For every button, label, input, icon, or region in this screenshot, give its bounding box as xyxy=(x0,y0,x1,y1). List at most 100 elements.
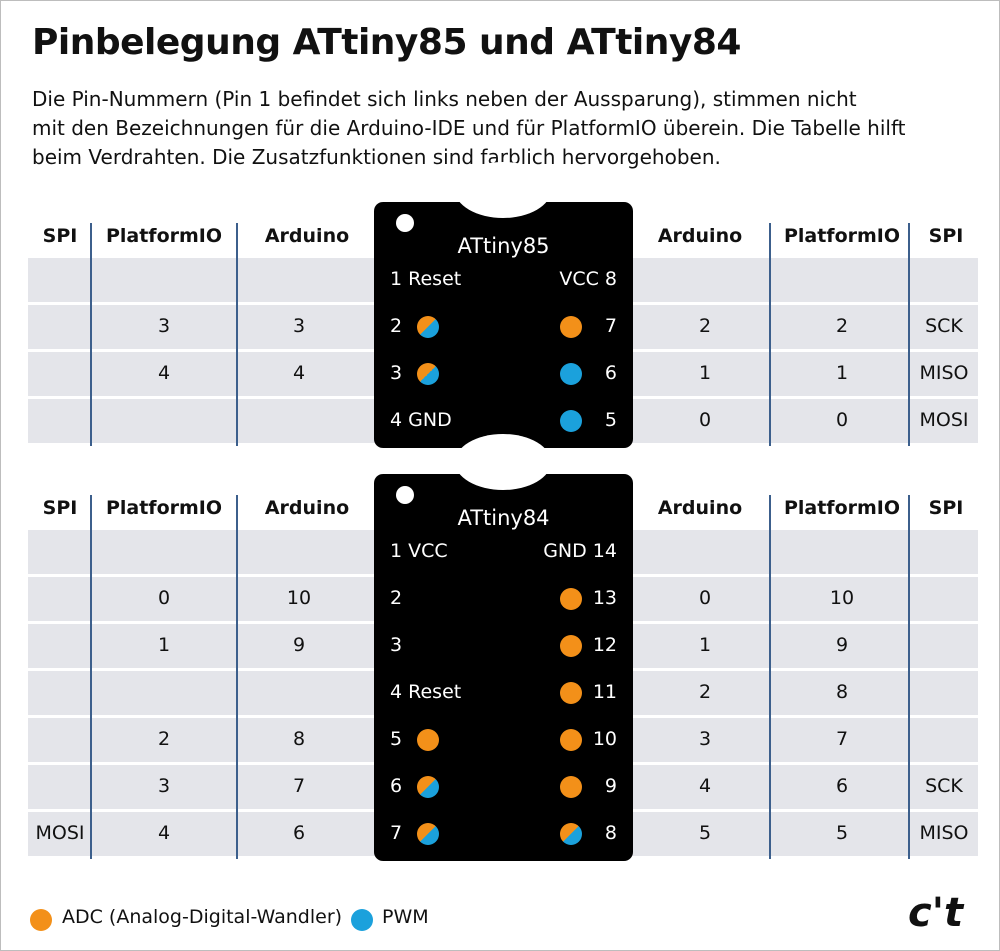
right-platformio-cell: 9 xyxy=(835,634,849,656)
column-divider xyxy=(90,495,92,859)
adc-pwm-dot-icon xyxy=(560,823,582,845)
right-arduino-cell: 0 xyxy=(698,409,712,431)
ct-logo: c't xyxy=(908,890,965,932)
column-divider xyxy=(236,495,238,859)
left-arduino-cell: 10 xyxy=(286,587,312,609)
chip-name: ATtiny84 xyxy=(457,506,550,530)
left-platformio-cell: 3 xyxy=(157,315,171,337)
page-title: Pinbelegung ATtiny85 und ATtiny84 xyxy=(32,22,741,63)
adc-pwm-dot-icon xyxy=(417,776,439,798)
right-arduino-cell: 0 xyxy=(698,587,712,609)
right-pin-label: VCC 8 xyxy=(559,268,617,290)
left-platformio-cell: 3 xyxy=(157,775,171,797)
right-arduino-cell: 4 xyxy=(698,775,712,797)
adc-pwm-dot-icon xyxy=(417,823,439,845)
column-divider xyxy=(90,223,92,446)
right-platformio-cell: 6 xyxy=(835,775,849,797)
right-arduino-cell: 5 xyxy=(698,822,712,844)
column-header-platformio: PlatformIO xyxy=(783,497,901,519)
column-header-arduino: Arduino xyxy=(657,225,743,247)
pwm-dot-icon xyxy=(560,410,582,432)
right-arduino-cell: 1 xyxy=(698,634,712,656)
adc-pwm-dot-icon xyxy=(417,316,439,338)
right-pin-label: 8 xyxy=(604,822,617,844)
chip-notch xyxy=(455,162,551,218)
right-arduino-cell: 3 xyxy=(698,728,712,750)
right-platformio-cell: 8 xyxy=(835,681,849,703)
chip-package: ATtiny84 1 VCC GND 14 2 13 3 12 4 Reset 11 5 10 6 9 7… xyxy=(374,434,633,861)
intro-text: Die Pin-Nummern (Pin 1 befindet sich lin… xyxy=(32,85,982,172)
left-arduino-cell: 9 xyxy=(292,634,306,656)
column-header-platformio: PlatformIO xyxy=(105,225,223,247)
adc-dot-icon xyxy=(30,909,52,931)
right-arduino-cell: 2 xyxy=(698,681,712,703)
column-header-platformio: PlatformIO xyxy=(783,225,901,247)
right-pin-label: GND 14 xyxy=(543,540,617,562)
right-pin-label: 9 xyxy=(604,775,617,797)
column-header-platformio: PlatformIO xyxy=(105,497,223,519)
right-spi-cell: MISO xyxy=(919,362,969,384)
left-arduino-cell: 7 xyxy=(292,775,306,797)
right-pin-label: 13 xyxy=(592,587,617,609)
column-header-spi: SPI xyxy=(928,497,964,519)
left-pin-label: 4 GND xyxy=(390,409,452,431)
left-pin-label: 1 Reset xyxy=(390,268,462,290)
left-pin-label: 2 xyxy=(390,587,403,609)
column-divider xyxy=(908,495,910,859)
left-platformio-cell: 0 xyxy=(157,587,171,609)
right-platformio-cell: 7 xyxy=(835,728,849,750)
chip-package: ATtiny85 1 Reset VCC 8 2 7 3 6 4 GND 5 xyxy=(374,162,633,448)
adc-dot-icon xyxy=(560,316,582,338)
legend-adc-label: ADC (Analog-Digital-Wandler) xyxy=(62,906,343,928)
right-spi-cell: MOSI xyxy=(919,409,969,431)
chip-name: ATtiny85 xyxy=(457,234,550,258)
left-spi-cell: MOSI xyxy=(35,822,85,844)
chip-notch xyxy=(455,434,551,490)
column-divider xyxy=(769,495,771,859)
column-header-spi: SPI xyxy=(928,225,964,247)
left-pin-label: 3 xyxy=(390,362,403,384)
left-platformio-cell: 2 xyxy=(157,728,171,750)
pwm-dot-icon xyxy=(560,363,582,385)
column-header-spi: SPI xyxy=(42,497,78,519)
left-platformio-cell: 4 xyxy=(157,362,171,384)
adc-pwm-dot-icon xyxy=(417,363,439,385)
left-pin-label: 1 VCC xyxy=(390,540,448,562)
right-spi-cell: MISO xyxy=(919,822,969,844)
adc-dot-icon xyxy=(417,729,439,751)
intro-line: beim Verdrahten. Die Zusatzfunktionen si… xyxy=(32,145,721,169)
left-pin-label: 4 Reset xyxy=(390,681,462,703)
right-pin-label: 10 xyxy=(592,728,617,750)
left-pin-label: 7 xyxy=(390,822,403,844)
right-platformio-cell: 1 xyxy=(835,362,849,384)
right-platformio-cell: 10 xyxy=(829,587,855,609)
adc-dot-icon xyxy=(560,588,582,610)
left-pin-label: 6 xyxy=(390,775,403,797)
left-pin-label: 5 xyxy=(390,728,403,750)
adc-dot-icon xyxy=(560,635,582,657)
logo-text: c't xyxy=(908,890,965,932)
right-spi-cell: SCK xyxy=(925,315,963,337)
legend-pwm-label: PWM xyxy=(382,906,429,928)
left-arduino-cell: 4 xyxy=(292,362,306,384)
intro-line: Die Pin-Nummern (Pin 1 befindet sich lin… xyxy=(32,87,857,111)
right-platformio-cell: 0 xyxy=(835,409,849,431)
pin1-marker-icon xyxy=(396,214,414,232)
right-pin-label: 6 xyxy=(604,362,617,384)
right-arduino-cell: 2 xyxy=(698,315,712,337)
right-pin-label: 5 xyxy=(604,409,617,431)
left-pin-label: 3 xyxy=(390,634,403,656)
right-pin-label: 11 xyxy=(592,681,617,703)
column-header-arduino: Arduino xyxy=(264,497,350,519)
adc-dot-icon xyxy=(560,776,582,798)
column-divider xyxy=(908,223,910,446)
column-header-arduino: Arduino xyxy=(264,225,350,247)
right-platformio-cell: 2 xyxy=(835,315,849,337)
pwm-dot-icon xyxy=(351,909,373,931)
intro-line: mit den Bezeichnungen für die Arduino-ID… xyxy=(32,116,906,140)
right-arduino-cell: 1 xyxy=(698,362,712,384)
column-header-arduino: Arduino xyxy=(657,497,743,519)
left-platformio-cell: 1 xyxy=(157,634,171,656)
column-divider xyxy=(236,223,238,446)
left-arduino-cell: 3 xyxy=(292,315,306,337)
